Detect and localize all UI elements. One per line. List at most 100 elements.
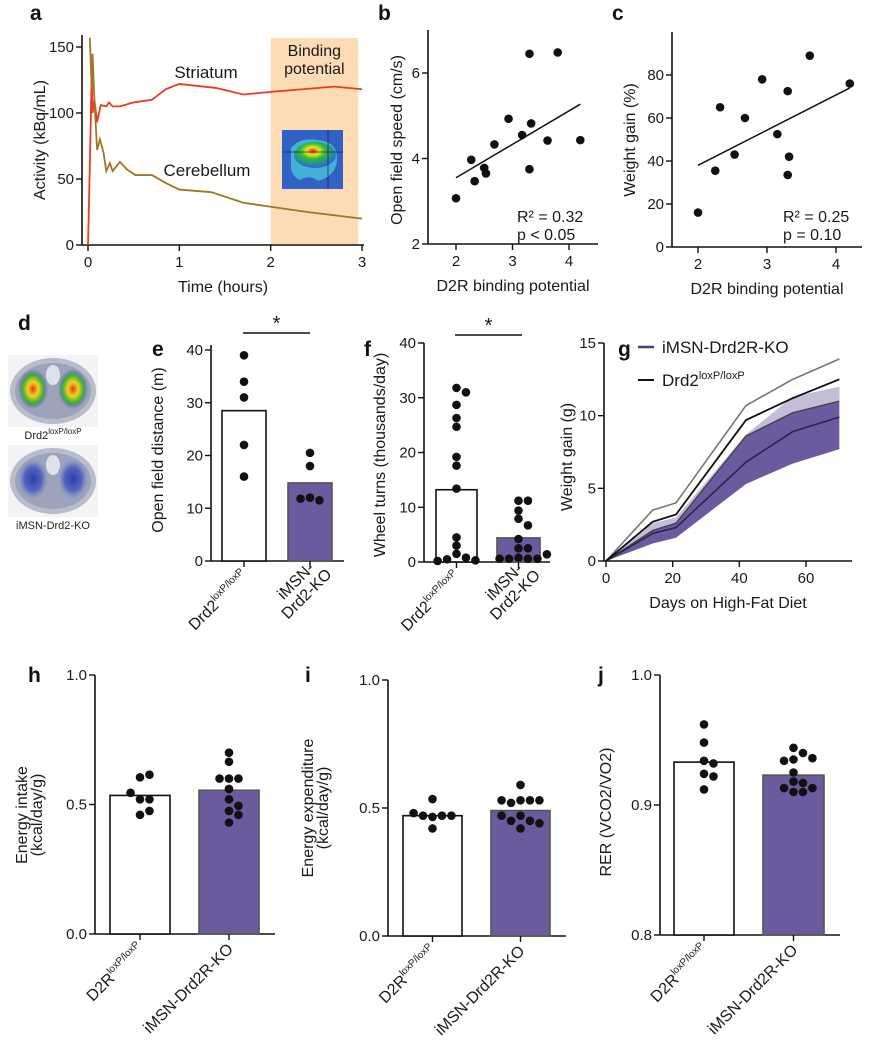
y-tick-label: 80: [647, 67, 664, 84]
data-point: [514, 534, 523, 544]
data-point: [506, 798, 516, 808]
panel-label-g: g: [618, 338, 631, 361]
x-tick-label: 4: [565, 253, 573, 270]
y-tick-label: 10: [186, 500, 203, 517]
data-point: [798, 748, 808, 758]
x-tick-label: 3: [508, 253, 516, 270]
scatter-point: [466, 155, 476, 165]
x-tick-label: 3: [358, 254, 366, 271]
brain-image-label-base: Drd2: [24, 430, 48, 442]
legend-label-loxp: Drd2loxP/loxP: [662, 370, 745, 390]
data-point: [514, 544, 523, 553]
data-point: [145, 770, 154, 780]
data-point: [145, 806, 154, 816]
scatter-point: [693, 208, 703, 217]
loxp-sem-band: [606, 358, 840, 561]
bar-ko: [762, 774, 825, 936]
data-point: [779, 783, 789, 793]
data-point: [126, 788, 135, 798]
panel-label-b: b: [378, 2, 391, 25]
data-point: [798, 787, 808, 797]
x-tick-label: 60: [798, 570, 815, 587]
r-squared-label: R² = 0.25: [783, 209, 849, 226]
x-tick-label: 0: [84, 254, 92, 271]
y-tick-label: 30: [186, 395, 203, 412]
panel-label-d: d: [18, 312, 31, 335]
scatter-point: [451, 193, 461, 203]
data-point: [516, 796, 525, 805]
category-label-sup: loxP/loxP: [209, 566, 246, 603]
data-point: [523, 496, 533, 505]
ko-mean-line: [605, 416, 840, 562]
series-line-striatum: [87, 76, 363, 246]
data-point: [789, 777, 798, 786]
shaded-label: Binding: [288, 43, 341, 60]
data-point: [533, 554, 542, 564]
ko-sem-band: [606, 386, 840, 561]
panel-label-i: i: [305, 664, 311, 687]
data-point: [525, 816, 535, 826]
x-tick-label: 3: [763, 256, 771, 273]
data-point: [535, 796, 544, 805]
scatter-point: [553, 48, 562, 57]
y-axis-label: Open field distance (m): [150, 367, 167, 532]
loxp-mean-line: [605, 378, 840, 562]
series-label-cerebellum: Cerebellum: [164, 161, 251, 180]
data-point: [789, 768, 798, 777]
y-tick-label: 15: [579, 335, 596, 352]
y-tick-label: 0: [66, 237, 74, 254]
data-point: [239, 350, 249, 360]
data-point: [296, 494, 305, 504]
data-point: [215, 774, 224, 783]
data-point: [239, 377, 249, 386]
data-point: [224, 748, 234, 757]
legend-label-ko: iMSN-Drd2R-KO: [662, 338, 789, 357]
x-tick-label: 2: [266, 254, 274, 271]
data-point: [135, 773, 145, 782]
data-point: [452, 541, 461, 550]
data-point: [516, 824, 525, 833]
panel-label-a: a: [30, 2, 42, 25]
data-point: [504, 554, 514, 564]
data-point: [224, 757, 234, 767]
category-label: iMSN-Drd2R-KO: [705, 942, 801, 1038]
brain-image-label-sup: loxP/loxP: [48, 427, 81, 436]
y-axis-label: Energy expenditure: [300, 739, 317, 878]
y-tick-label: 1.0: [66, 667, 87, 684]
series-label-striatum: Striatum: [174, 63, 237, 82]
p-value-label: p < 0.05: [517, 227, 575, 244]
y-axis-label: Weight gain (%): [622, 83, 639, 197]
category-label-base: iMSN-Drd2R-KO: [432, 943, 528, 1039]
data-point: [452, 422, 461, 432]
scatter-point: [715, 102, 725, 112]
scatter-point: [504, 114, 513, 124]
y-tick-label: 0.0: [359, 928, 380, 945]
data-point: [224, 784, 234, 794]
y-axis-label: RER (VCO2/VO2): [598, 748, 615, 877]
data-point: [234, 810, 243, 820]
category-label-base: iMSN-Drd2R-KO: [705, 942, 801, 1038]
data-point: [699, 720, 709, 729]
data-point: [542, 550, 552, 559]
pet-scan-inset: [282, 130, 343, 189]
data-point: [452, 484, 461, 493]
scatter-point: [490, 140, 499, 149]
scatter-point: [525, 49, 534, 59]
scatter-point: [730, 150, 739, 159]
y-tick-label: 0.9: [631, 797, 652, 814]
data-point: [452, 413, 461, 423]
x-tick-label: 0: [602, 570, 610, 587]
data-point: [699, 785, 709, 794]
x-tick-label: 2: [452, 253, 460, 270]
category-label-base: iMSN-Drd2R-KO: [141, 941, 237, 1037]
y-tick-label: 0: [656, 239, 664, 256]
y-tick-label: 4: [412, 151, 420, 168]
panel-label-h: h: [28, 664, 41, 687]
data-point: [514, 506, 523, 515]
y-axis-label: Open field speed (cm/s): [389, 55, 406, 225]
regression-line: [697, 87, 851, 166]
y-axis-label: Activity (kBq/mL): [32, 80, 49, 200]
data-point: [428, 812, 437, 822]
data-point: [452, 383, 461, 393]
legend: [638, 345, 654, 381]
